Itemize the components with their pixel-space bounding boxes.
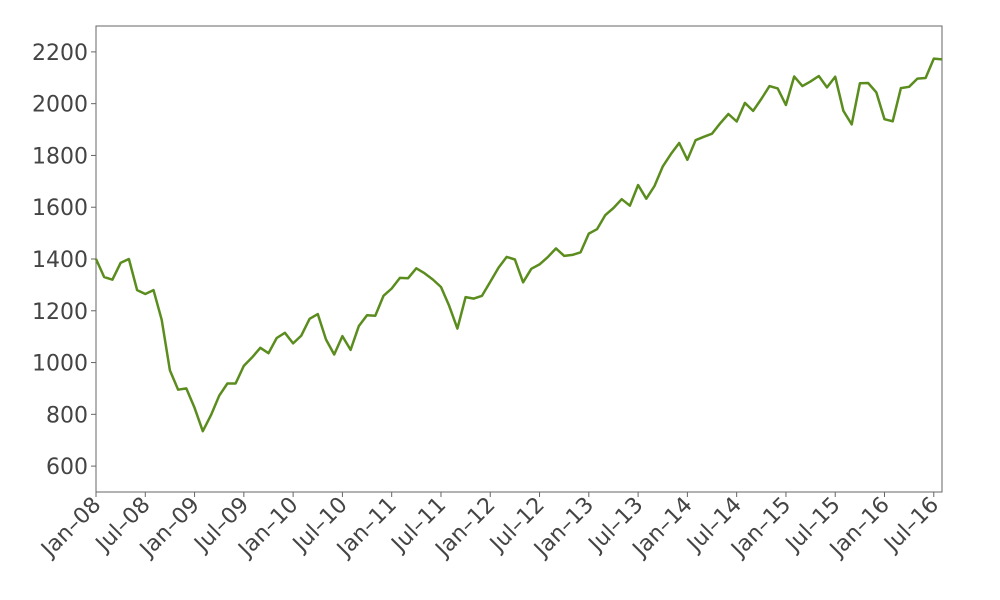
data-line [94, 57, 943, 433]
y-tick-label: 1400 [32, 248, 88, 273]
plot-frame [95, 25, 943, 493]
y-tick-label: 1800 [32, 144, 88, 169]
y-tick-label: 1000 [32, 352, 88, 377]
x-tick-label: Jul–16 [879, 493, 944, 558]
y-tick-label: 2000 [32, 93, 88, 118]
y-tick-label: 600 [46, 455, 88, 480]
y-tick-label: 800 [46, 403, 88, 428]
x-tick-label: Jan–08 [36, 493, 107, 564]
y-tick-label: 1200 [32, 300, 88, 325]
y-tick-label: 1600 [32, 196, 88, 221]
y-tick-label: 2200 [32, 41, 88, 66]
